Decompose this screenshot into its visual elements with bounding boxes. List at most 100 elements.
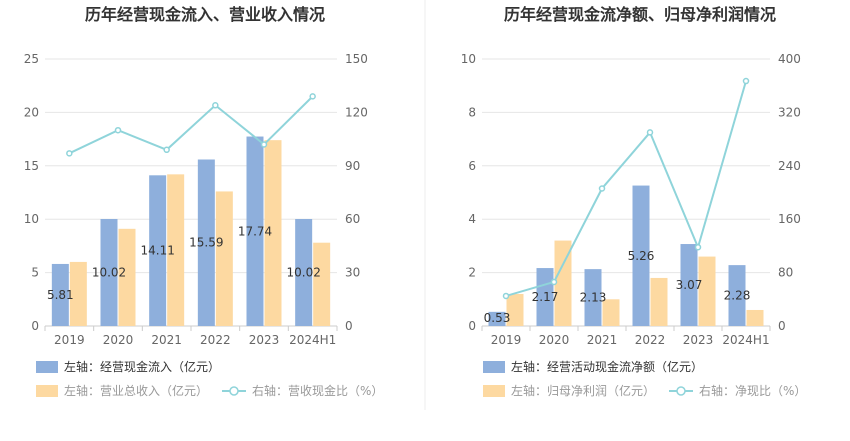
x-axis-tick-label: 2024H1	[722, 333, 769, 347]
ratio-line-point	[502, 292, 510, 300]
bar-data-label: 15.59	[189, 236, 223, 250]
legend-label-line: 右轴：净现比（%）	[699, 383, 806, 398]
bar-data-label: 17.74	[238, 224, 272, 238]
legend-label-primary-bar: 左轴：经营活动现金流净额（亿元）	[511, 359, 703, 374]
ratio-line-point	[260, 141, 268, 148]
chart-title: 历年经营现金流入、营业收入情况	[85, 5, 325, 24]
ratio-line-point	[694, 243, 702, 251]
bar-secondary	[554, 240, 572, 326]
left-axis-tick-label: 4	[468, 212, 476, 226]
legend-label-primary-bar: 左轴：经营现金流入（亿元）	[64, 359, 220, 374]
ratio-line-point	[212, 102, 219, 109]
right-axis-tick-label: 0	[778, 319, 786, 333]
left-axis-tick-label: 8	[468, 105, 476, 119]
bar-secondary	[167, 174, 185, 326]
bar-primary	[246, 136, 264, 326]
x-axis-tick-label: 2024H1	[289, 333, 336, 347]
bar-data-label: 2.28	[724, 289, 751, 303]
bar-primary	[680, 244, 698, 326]
right-axis-tick-label: 80	[778, 266, 793, 280]
bar-secondary	[506, 293, 524, 326]
bar-data-label: 14.11	[140, 244, 174, 258]
chart-cash-inflow-revenue: 历年经营现金流入、营业收入情况 0 0 5 30 10 60 15 90 20 120 25 150 20…	[24, 5, 384, 398]
bar-primary	[51, 263, 69, 326]
right-axis-tick-label: 150	[345, 52, 368, 66]
ratio-line	[68, 95, 314, 155]
x-axis-tick-label: 2021	[151, 333, 182, 347]
legend-swatch-primary-bar	[483, 361, 505, 373]
bar-secondary	[313, 242, 331, 326]
right-axis-tick-label: 240	[778, 159, 801, 173]
bar-primary	[197, 159, 215, 326]
bar-data-label: 10.02	[286, 265, 320, 279]
right-axis-tick-label: 0	[345, 319, 353, 333]
bar-secondary	[746, 309, 764, 326]
x-axis-tick-label: 2020	[103, 333, 134, 347]
bar-primary	[728, 265, 746, 326]
right-axis-tick-label: 60	[345, 212, 360, 226]
left-axis-tick-label: 10	[461, 52, 476, 66]
left-axis-tick-label: 5	[31, 266, 39, 280]
bar-secondary	[602, 299, 620, 326]
bar-primary	[632, 185, 650, 326]
right-axis-tick-label: 30	[345, 266, 360, 280]
left-axis-tick-label: 0	[31, 319, 39, 333]
chart-net-cash-profit: 历年经营现金流净额、归母净利润情况 0 0 2 80 4 160 6 240 8 320 10 400 2…	[461, 5, 807, 398]
legend-swatch-line-marker	[229, 386, 239, 396]
right-axis-tick-label: 90	[345, 159, 360, 173]
bar-data-label: 2.17	[532, 290, 559, 304]
ratio-line-point	[742, 77, 750, 85]
legend-label-line: 右轴：营收现金比（%）	[252, 383, 383, 398]
x-axis-tick-label: 2019	[491, 333, 522, 347]
ratio-line-point	[309, 93, 316, 100]
ratio-line-point	[66, 150, 73, 157]
left-axis-tick-label: 10	[24, 212, 39, 226]
left-axis-tick-label: 15	[24, 159, 39, 173]
ratio-line-point	[646, 129, 654, 136]
bar-secondary	[650, 277, 668, 326]
ratio-line	[505, 80, 747, 297]
right-axis-tick-label: 160	[778, 212, 801, 226]
ratio-line-point	[550, 278, 558, 286]
bar-primary	[584, 269, 602, 326]
legend-label-secondary-bar: 左轴：营业总收入（亿元）	[64, 383, 208, 398]
legend-swatch-line-marker	[676, 386, 686, 396]
bar-data-label: 3.07	[676, 278, 703, 292]
ratio-line-point	[114, 126, 122, 134]
bar-secondary	[69, 261, 87, 326]
legend-swatch-primary-bar	[36, 361, 58, 373]
bar-secondary	[215, 191, 233, 326]
bar-data-label: 5.81	[47, 288, 74, 302]
bar-data-label: 2.13	[580, 291, 607, 305]
legend-swatch-secondary-bar	[483, 385, 505, 397]
right-axis-tick-label: 320	[778, 105, 801, 119]
bar-data-label: 0.53	[484, 311, 511, 325]
x-axis-tick-label: 2022	[635, 333, 666, 347]
right-axis-tick-label: 120	[345, 105, 368, 119]
x-axis-tick-label: 2021	[587, 333, 618, 347]
left-axis-tick-label: 20	[24, 105, 39, 119]
bar-data-label: 5.26	[628, 249, 655, 263]
ratio-line-point	[598, 185, 606, 192]
x-axis-tick-label: 2020	[539, 333, 570, 347]
left-axis-tick-label: 0	[468, 319, 476, 333]
left-axis-tick-label: 25	[24, 52, 39, 66]
x-axis-tick-label: 2019	[54, 333, 85, 347]
legend-swatch-secondary-bar	[36, 385, 58, 397]
x-axis-tick-label: 2023	[249, 333, 280, 347]
bar-primary	[100, 218, 118, 326]
x-axis-tick-label: 2022	[200, 333, 231, 347]
bar-data-label: 10.02	[92, 265, 126, 279]
chart-title: 历年经营现金流净额、归母净利润情况	[504, 5, 776, 24]
bar-secondary	[264, 140, 282, 326]
bar-secondary	[698, 256, 716, 326]
x-axis-tick-label: 2023	[683, 333, 714, 347]
ratio-line-point	[163, 146, 170, 154]
bar-primary	[149, 175, 167, 326]
left-axis-tick-label: 6	[468, 159, 476, 173]
right-axis-tick-label: 400	[778, 52, 801, 66]
bar-secondary	[118, 228, 136, 326]
legend-label-secondary-bar: 左轴：归母净利润（亿元）	[511, 383, 655, 398]
bar-primary	[488, 311, 506, 326]
